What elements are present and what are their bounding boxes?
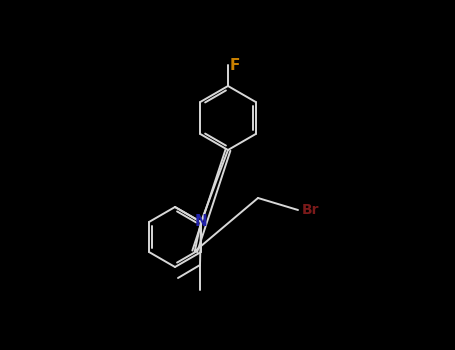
Text: F: F	[230, 57, 240, 72]
Text: N: N	[195, 215, 207, 230]
Text: Br: Br	[302, 203, 319, 217]
